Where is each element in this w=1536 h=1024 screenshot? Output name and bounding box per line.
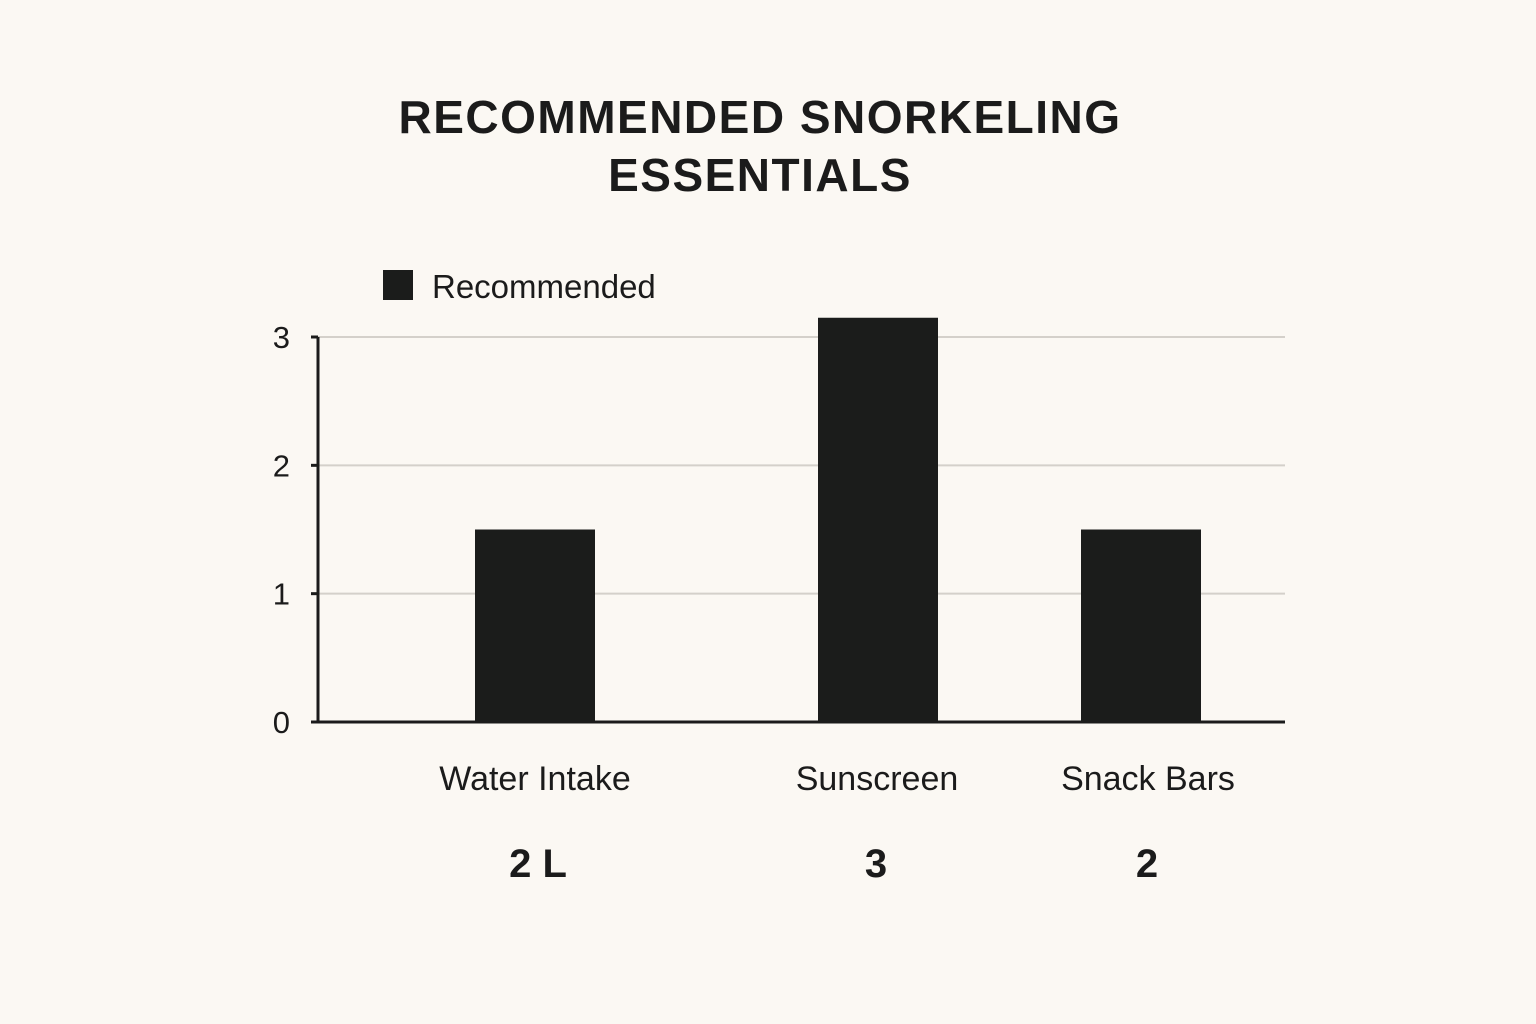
chart-title-line-1: RECOMMENDED SNORKELING <box>398 91 1122 143</box>
legend-label: Recommended <box>432 268 656 305</box>
y-tick-label: 1 <box>273 577 290 612</box>
category-label: Sunscreen <box>796 760 959 798</box>
category-label: Snack Bars <box>1061 760 1235 798</box>
bar-sunscreen <box>818 317 938 722</box>
value-label: 2 L <box>509 842 567 886</box>
y-tick-labels: 0 1 2 3 <box>273 320 290 740</box>
value-label: 3 <box>865 842 887 886</box>
chart-title-line-2: ESSENTIALS <box>608 149 912 201</box>
y-tick-label: 2 <box>273 448 290 483</box>
bars <box>475 317 1201 722</box>
y-tick-label: 3 <box>273 320 290 355</box>
legend: Recommended <box>383 268 656 305</box>
category-labels: Water Intake Sunscreen Snack Bars <box>439 760 1235 798</box>
value-label: 2 <box>1136 842 1158 886</box>
chart-title: RECOMMENDED SNORKELING ESSENTIALS <box>260 88 1260 204</box>
y-tick-label: 0 <box>273 705 290 740</box>
axes <box>311 335 1285 724</box>
value-labels: 2 L 3 2 <box>509 842 1158 886</box>
category-label: Water Intake <box>439 760 630 798</box>
legend-swatch <box>383 270 413 300</box>
bar-snack-bars <box>1081 529 1201 722</box>
bar-water-intake <box>475 529 595 722</box>
